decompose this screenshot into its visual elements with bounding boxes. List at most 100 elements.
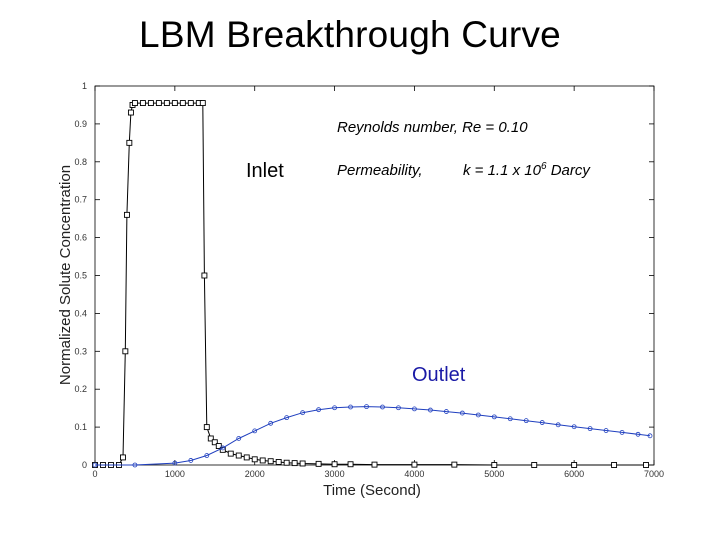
data-point xyxy=(283,459,290,466)
y-axis-label: Normalized Solute Concentration xyxy=(57,165,74,385)
data-point xyxy=(459,410,465,416)
y-tick-label: 0.1 xyxy=(74,422,87,432)
data-point xyxy=(603,428,609,433)
data-point xyxy=(635,431,641,437)
y-tick-label: 0.8 xyxy=(74,157,87,167)
plot-area xyxy=(94,85,655,466)
data-point xyxy=(215,443,222,449)
inlet-label: Inlet xyxy=(246,160,284,182)
data-point xyxy=(204,453,210,458)
permeability-annotation: Permeability, k = 1.1 x 106 Darcy xyxy=(337,161,591,179)
y-tick-label: 0.6 xyxy=(74,233,87,243)
permeability-prefix: Permeability, xyxy=(337,162,423,179)
y-tick-label: 0.4 xyxy=(74,308,87,318)
data-point xyxy=(555,422,561,428)
data-point xyxy=(531,462,538,468)
outlet-label: Outlet xyxy=(412,364,466,386)
data-point xyxy=(284,415,290,421)
data-point xyxy=(364,404,369,410)
data-point xyxy=(171,100,178,107)
data-point xyxy=(332,405,337,411)
data-point xyxy=(315,460,322,467)
data-point xyxy=(119,454,126,461)
series-outlet xyxy=(92,404,653,468)
data-point xyxy=(348,404,353,410)
data-point xyxy=(123,211,130,218)
data-point xyxy=(331,461,338,468)
data-point xyxy=(507,416,513,422)
data-point xyxy=(268,420,274,426)
data-point xyxy=(443,409,449,414)
y-tick-label: 0.3 xyxy=(74,346,87,356)
series-line xyxy=(95,406,651,466)
x-tick-label: 6000 xyxy=(564,469,584,479)
data-point xyxy=(139,100,146,107)
data-point xyxy=(347,461,354,468)
y-tick-label: 0.5 xyxy=(74,271,87,281)
data-point xyxy=(252,428,258,434)
series-layer xyxy=(92,100,653,468)
data-point xyxy=(491,414,497,420)
data-point xyxy=(259,457,266,464)
data-point xyxy=(122,348,129,355)
data-point xyxy=(491,462,498,468)
data-point xyxy=(147,100,154,107)
y-tick-label: 0.7 xyxy=(74,195,87,205)
reynolds-annotation: Reynolds number, Re = 0.10 xyxy=(337,119,528,136)
x-tick-label: 1000 xyxy=(165,469,185,479)
data-point xyxy=(188,458,194,463)
x-tick-label: 0 xyxy=(92,469,97,479)
data-point xyxy=(371,461,378,468)
data-point xyxy=(187,100,194,107)
data-point xyxy=(131,100,138,107)
data-point xyxy=(396,405,401,411)
data-point xyxy=(163,100,170,107)
data-point xyxy=(475,412,481,418)
slide-title: LBM Breakthrough Curve xyxy=(139,14,561,55)
data-point xyxy=(275,459,282,465)
data-point xyxy=(267,458,274,465)
data-point xyxy=(427,407,433,413)
data-point xyxy=(647,433,653,439)
x-tick-label: 3000 xyxy=(325,469,345,479)
data-point xyxy=(451,461,458,468)
data-point xyxy=(412,406,417,412)
data-point xyxy=(227,450,234,457)
data-point xyxy=(132,462,138,468)
series-line xyxy=(95,102,646,466)
data-point xyxy=(539,420,545,425)
data-point xyxy=(126,139,133,146)
x-tick-label: 2000 xyxy=(245,469,265,479)
data-point xyxy=(251,456,258,463)
series-inlet xyxy=(92,100,649,468)
data-point xyxy=(172,460,178,466)
data-point xyxy=(571,462,578,468)
data-point xyxy=(92,462,98,468)
data-point xyxy=(199,100,206,107)
data-point xyxy=(127,109,134,116)
x-axis-label: Time (Second) xyxy=(323,482,421,499)
data-point xyxy=(571,424,577,430)
data-point xyxy=(236,436,242,441)
data-point xyxy=(299,460,306,467)
data-point xyxy=(643,462,649,468)
permeability-value: k = 1.1 x 10 xyxy=(463,162,542,179)
data-point xyxy=(411,461,418,468)
data-point xyxy=(243,454,250,461)
x-tick-label: 7000 xyxy=(644,469,664,479)
data-point xyxy=(587,426,593,432)
axis-ticks: 0 1000 2000 3000 4000 5000 6000 7000 0 0.1 0.2 0.3 0… xyxy=(74,81,664,479)
data-point xyxy=(155,100,162,107)
y-tick-label: 0.2 xyxy=(74,384,87,394)
permeability-unit: Darcy xyxy=(547,162,592,179)
data-point xyxy=(179,100,186,107)
y-tick-label: 1 xyxy=(82,81,87,91)
data-point xyxy=(300,410,306,416)
data-point xyxy=(220,445,226,451)
data-point xyxy=(619,430,625,435)
x-tick-label: 5000 xyxy=(484,469,504,479)
data-point xyxy=(207,435,214,442)
data-point xyxy=(201,272,208,279)
data-point xyxy=(316,407,322,413)
data-point xyxy=(380,404,385,410)
